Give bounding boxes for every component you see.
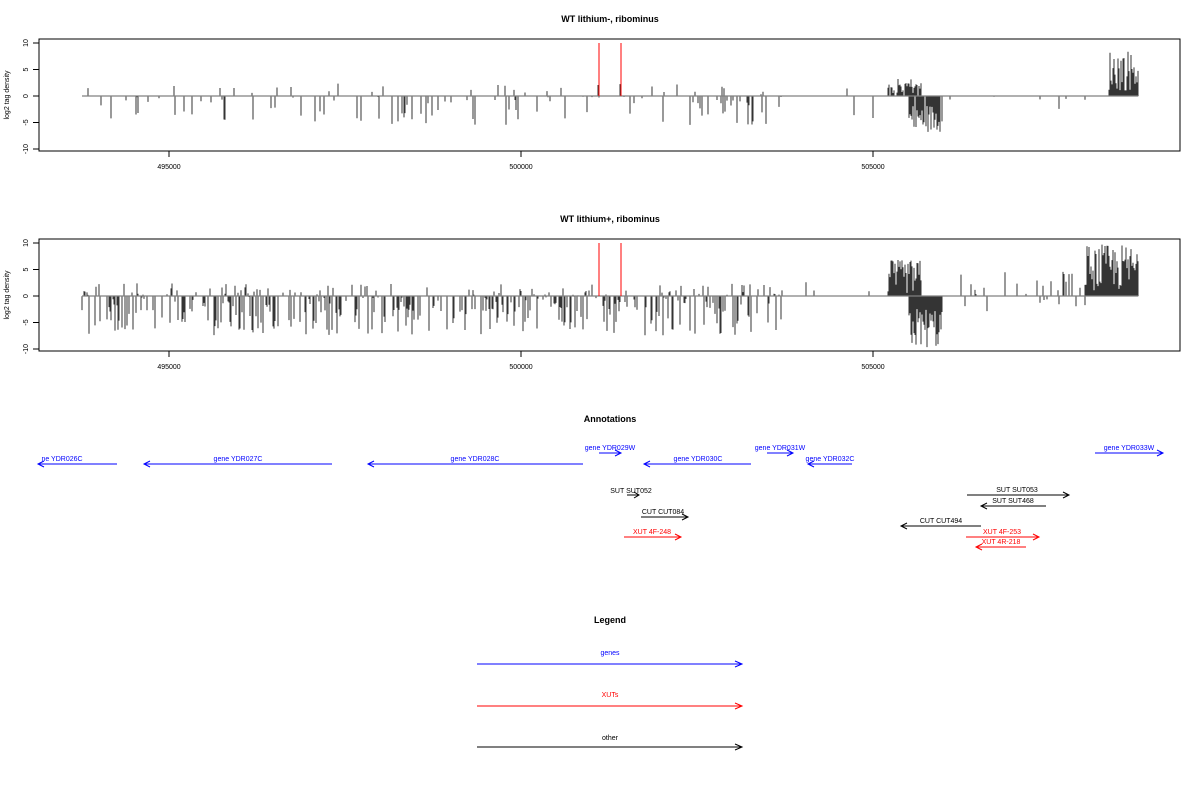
density-bars bbox=[81, 244, 1139, 348]
feature-label: CUT CUT084 bbox=[642, 509, 684, 516]
y-tick-label: 5 bbox=[23, 267, 30, 271]
y-tick-label: 10 bbox=[23, 39, 30, 47]
track-panel-lithium-plus: WT lithium+, ribominus log2 tag density … bbox=[4, 214, 1181, 371]
feature-label: gene YDR030C bbox=[674, 456, 723, 463]
feature-label: gene YDR031W bbox=[755, 445, 806, 452]
annotation-feature: CUT CUT494 bbox=[899, 518, 981, 530]
panel-title: WT lithium+, ribominus bbox=[560, 214, 660, 224]
feature-label: gene YDR027C bbox=[214, 456, 263, 463]
feature-label: CUT CUT494 bbox=[920, 518, 962, 525]
feature-label: SUT SUT052 bbox=[610, 488, 652, 495]
x-axis: 495000 500000 505000 bbox=[157, 151, 885, 171]
feature-label: ne YDR026C bbox=[41, 456, 82, 463]
y-axis-label: log2 tag density bbox=[4, 270, 11, 320]
y-tick-label: 5 bbox=[23, 67, 30, 71]
feature-label: gene YDR033W bbox=[1104, 445, 1155, 452]
legend-title: Legend bbox=[594, 615, 626, 625]
feature-label: SUT SUT468 bbox=[992, 498, 1034, 505]
annotation-feature: gene YDR028C bbox=[366, 456, 583, 468]
legend-item-xuts: XUTs bbox=[477, 692, 744, 710]
annotations-track: Annotations ne YDR026C gene YDR027C gene… bbox=[36, 414, 1165, 551]
legend-label: genes bbox=[600, 650, 620, 657]
annotation-feature: XUT 4R-218 bbox=[974, 539, 1026, 551]
red-markers bbox=[598, 243, 622, 296]
legend: Legend genes XUTs other bbox=[477, 615, 744, 751]
legend-item-other: other bbox=[477, 735, 744, 751]
feature-label: XUT 4F-253 bbox=[983, 529, 1021, 536]
y-tick-label: -5 bbox=[23, 119, 30, 125]
annotation-feature: gene YDR030C bbox=[642, 456, 751, 468]
y-axis: 10 5 0 -5 -10 bbox=[23, 39, 39, 154]
annotation-feature: XUT 4F-248 bbox=[624, 529, 683, 541]
annotation-feature: SUT SUT468 bbox=[979, 498, 1046, 510]
annotation-feature: gene YDR032C bbox=[806, 456, 855, 468]
y-tick-label: 0 bbox=[23, 94, 30, 98]
annotation-feature: ne YDR026C bbox=[36, 456, 117, 468]
feature-label: SUT SUT053 bbox=[996, 487, 1038, 494]
feature-label: XUT 4R-218 bbox=[982, 539, 1021, 546]
annotation-feature: SUT SUT053 bbox=[967, 487, 1071, 499]
annotation-feature: SUT SUT052 bbox=[610, 488, 652, 499]
y-axis: 10 5 0 -5 -10 bbox=[23, 239, 39, 354]
annotations-title: Annotations bbox=[584, 414, 637, 424]
density-bars bbox=[87, 51, 1139, 132]
x-tick-label: 500000 bbox=[509, 164, 532, 171]
annotation-feature: CUT CUT084 bbox=[641, 509, 690, 521]
y-tick-label: -10 bbox=[23, 344, 30, 354]
panel-title: WT lithium-, ribominus bbox=[561, 14, 659, 24]
red-markers bbox=[598, 43, 622, 96]
plot-frame bbox=[38, 238, 1181, 352]
y-tick-label: 10 bbox=[23, 239, 30, 247]
x-tick-label: 495000 bbox=[157, 164, 180, 171]
track-panel-lithium-minus: WT lithium-, ribominus log2 tag density … bbox=[4, 14, 1181, 171]
x-axis: 495000 500000 505000 bbox=[157, 351, 885, 371]
y-tick-label: -10 bbox=[23, 144, 30, 154]
annotation-feature: gene YDR031W bbox=[755, 445, 806, 457]
y-axis-label: log2 tag density bbox=[4, 70, 11, 120]
x-tick-label: 495000 bbox=[157, 364, 180, 371]
legend-label: XUTs bbox=[602, 692, 619, 699]
y-tick-label: -5 bbox=[23, 319, 30, 325]
plot-frame bbox=[38, 38, 1181, 152]
legend-label: other bbox=[602, 735, 619, 742]
x-tick-label: 505000 bbox=[861, 364, 884, 371]
feature-label: gene YDR032C bbox=[806, 456, 855, 463]
feature-label: gene YDR028C bbox=[451, 456, 500, 463]
x-tick-label: 500000 bbox=[509, 364, 532, 371]
annotation-feature: XUT 4F-253 bbox=[966, 529, 1041, 541]
legend-item-genes: genes bbox=[477, 650, 744, 668]
y-tick-label: 0 bbox=[23, 294, 30, 298]
annotation-feature: gene YDR029W bbox=[585, 445, 636, 457]
feature-label: XUT 4F-248 bbox=[633, 529, 671, 536]
x-tick-label: 505000 bbox=[861, 164, 884, 171]
annotation-feature: gene YDR027C bbox=[142, 456, 332, 468]
feature-label: gene YDR029W bbox=[585, 445, 636, 452]
annotation-feature: gene YDR033W bbox=[1095, 445, 1165, 457]
